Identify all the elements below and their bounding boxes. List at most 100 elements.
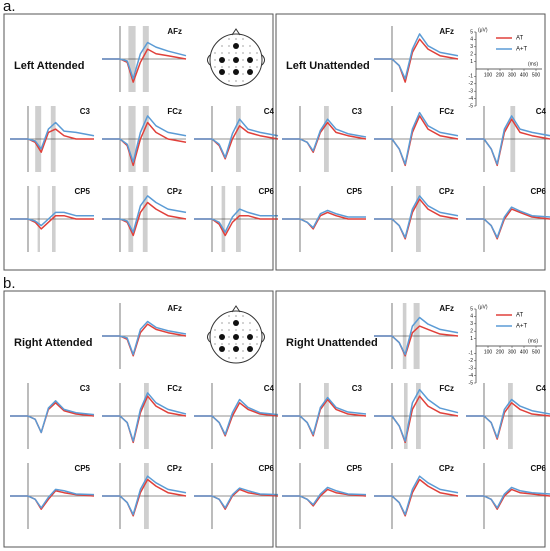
y-tick-label: 5 bbox=[470, 29, 473, 35]
electrode-label: AFz bbox=[439, 27, 454, 36]
erp-wave bbox=[466, 208, 550, 240]
sensor bbox=[221, 45, 223, 47]
erp-wave bbox=[466, 118, 550, 167]
erp-wave bbox=[102, 195, 187, 233]
x-tick-label: 100 bbox=[484, 349, 493, 355]
erp-wave bbox=[282, 118, 367, 152]
electrode-label: CP6 bbox=[258, 464, 274, 473]
sensor bbox=[228, 329, 230, 331]
sensor bbox=[242, 350, 244, 352]
sensor bbox=[228, 52, 230, 54]
section-label: a. bbox=[3, 0, 16, 15]
electrode-label: C4 bbox=[264, 384, 275, 393]
erp-wave bbox=[374, 478, 459, 517]
electrode-label: CPz bbox=[167, 187, 182, 196]
legend-label: AT bbox=[516, 36, 524, 42]
sensor bbox=[249, 343, 251, 345]
sensor bbox=[214, 52, 216, 54]
erp-wave bbox=[282, 488, 367, 507]
x-tick-label: 500 bbox=[532, 349, 541, 355]
erp-wave bbox=[102, 323, 187, 357]
sensor bbox=[235, 343, 237, 345]
y-tick-label: 4 bbox=[470, 37, 473, 43]
erp-wave bbox=[374, 475, 459, 516]
erp-wave bbox=[374, 111, 459, 165]
electrode-label: CP6 bbox=[258, 187, 274, 196]
electrode-label: AFz bbox=[167, 27, 182, 36]
y-tick-label: 1 bbox=[470, 59, 473, 65]
erp-wave bbox=[10, 400, 95, 434]
erp-wave bbox=[466, 486, 550, 509]
erp-wave bbox=[466, 115, 550, 165]
erp-wave bbox=[194, 118, 279, 159]
sensor bbox=[242, 357, 244, 359]
x-unit: (ms) bbox=[528, 61, 538, 67]
electrode-label: CP6 bbox=[530, 187, 546, 196]
electrode-label: FCz bbox=[439, 384, 454, 393]
sensor bbox=[228, 350, 230, 352]
sensor bbox=[228, 73, 230, 75]
sensor bbox=[249, 322, 251, 324]
erp-wave bbox=[466, 398, 550, 439]
head-outline bbox=[209, 310, 263, 364]
electrode-label: CP5 bbox=[346, 187, 362, 196]
y-unit: (μV) bbox=[478, 304, 488, 310]
sensor bbox=[242, 73, 244, 75]
y-tick-label: 2 bbox=[470, 329, 473, 335]
x-tick-label: 200 bbox=[496, 349, 505, 355]
head-outline bbox=[209, 33, 263, 87]
electrode-dot bbox=[233, 334, 239, 340]
sensor bbox=[214, 343, 216, 345]
sensor bbox=[256, 52, 258, 54]
y-tick-label: -1 bbox=[469, 351, 474, 357]
electrode-label: AFz bbox=[439, 304, 454, 313]
erp-wave bbox=[374, 38, 459, 83]
sensor bbox=[242, 329, 244, 331]
erp-wave bbox=[374, 388, 459, 442]
y-tick-label: -2 bbox=[469, 358, 474, 364]
sensor bbox=[221, 329, 223, 331]
condition-title: Right Attended bbox=[14, 337, 92, 349]
erp-wave bbox=[282, 209, 366, 229]
sensor bbox=[256, 329, 258, 331]
y-tick-label: -4 bbox=[469, 96, 474, 102]
y-tick-label: -3 bbox=[469, 366, 474, 372]
erp-wave bbox=[102, 475, 187, 516]
sensor bbox=[249, 66, 251, 68]
electrode-dot bbox=[233, 69, 239, 75]
electrode-dot bbox=[247, 57, 253, 63]
erp-wave bbox=[10, 121, 95, 150]
sensor bbox=[228, 80, 230, 82]
x-tick-label: 400 bbox=[520, 349, 529, 355]
electrode-label: C3 bbox=[352, 384, 363, 393]
y-tick-label: 1 bbox=[470, 336, 473, 342]
sensor bbox=[228, 322, 230, 324]
erp-wave bbox=[102, 392, 187, 442]
panel-box bbox=[3, 13, 274, 271]
sensor bbox=[242, 45, 244, 47]
sensor bbox=[235, 80, 237, 82]
y-tick-label: -3 bbox=[469, 89, 474, 95]
y-tick-label: -5 bbox=[469, 380, 474, 386]
sensor bbox=[214, 59, 216, 61]
erp-wave bbox=[282, 396, 367, 436]
y-tick-label: 5 bbox=[470, 306, 473, 312]
head-diagram bbox=[207, 28, 265, 87]
sensor bbox=[242, 336, 244, 338]
electrode-label: C4 bbox=[264, 107, 275, 116]
x-tick-label: 300 bbox=[508, 72, 517, 78]
electrode-dot bbox=[219, 346, 225, 352]
sensor bbox=[228, 38, 230, 40]
panel-box bbox=[275, 290, 546, 548]
ear bbox=[207, 331, 211, 343]
sensor bbox=[228, 343, 230, 345]
x-unit: (ms) bbox=[528, 338, 538, 344]
legend-label: A+T bbox=[516, 324, 528, 330]
sensor bbox=[242, 322, 244, 324]
erp-wave bbox=[194, 208, 278, 233]
sensor bbox=[228, 315, 230, 317]
sensor bbox=[242, 38, 244, 40]
section-label: b. bbox=[3, 275, 16, 292]
sensor bbox=[256, 343, 258, 345]
